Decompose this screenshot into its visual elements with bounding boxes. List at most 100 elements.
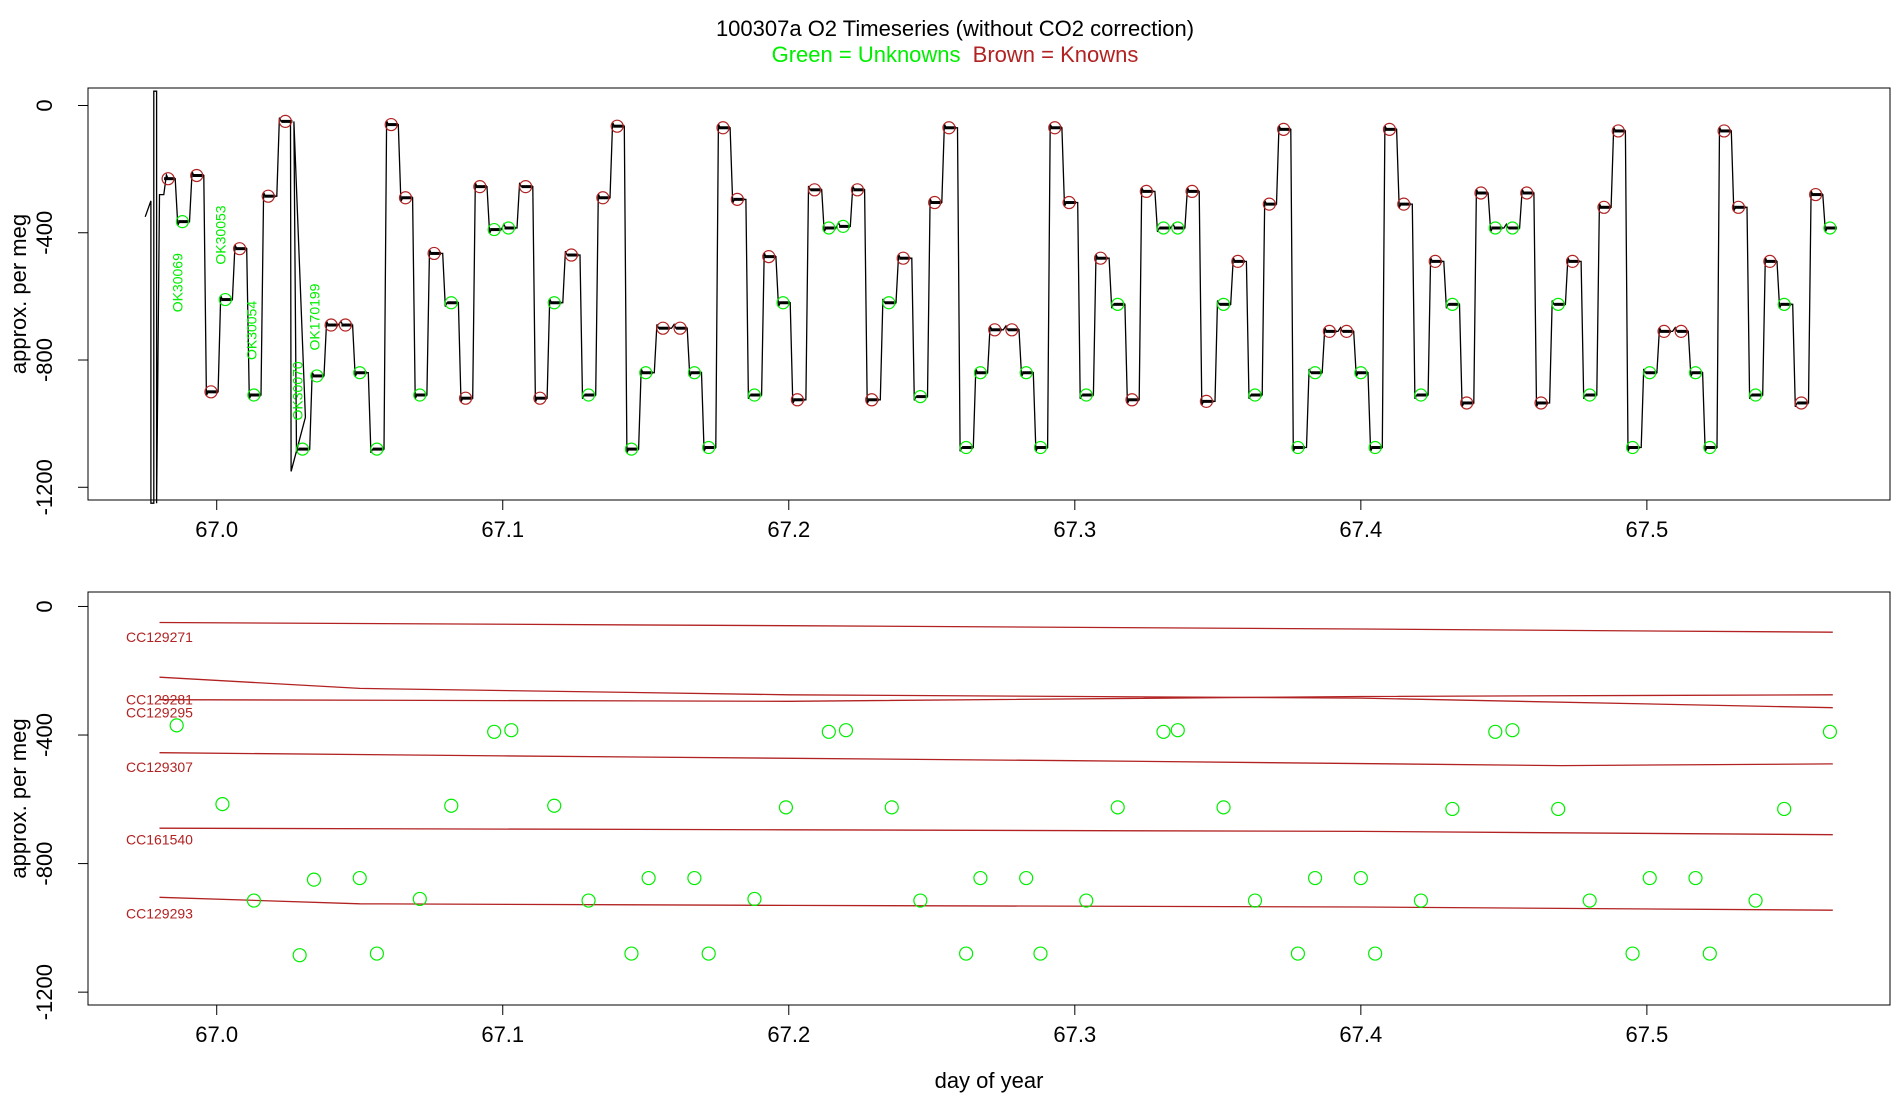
unknown-point	[581, 893, 596, 908]
unknown-point	[501, 221, 516, 235]
bottom-panel-scatter: 67.0 67.1 67.2 67.3 67.4 67.5 0 -400 -800 -1200 ap…	[6, 591, 1891, 1093]
unknown-point	[1582, 893, 1597, 908]
known-point	[1199, 394, 1213, 408]
unknown-point	[1170, 723, 1185, 738]
x-tick-label: 67.2	[767, 1022, 810, 1047]
unknown-point	[1353, 870, 1368, 886]
unknown-point	[1583, 388, 1597, 402]
unknown-point	[1019, 870, 1034, 886]
unknown-point	[1445, 801, 1460, 817]
known-series-line	[159, 694, 1833, 702]
x-tick-label: 67.1	[481, 517, 524, 542]
known-point	[1397, 197, 1411, 211]
known-point	[1322, 324, 1336, 338]
unknown-point	[1291, 440, 1305, 455]
known-point	[1657, 324, 1671, 338]
y-axis-label: approx. per meg	[6, 214, 31, 374]
known-series-line	[159, 752, 1833, 767]
unknown-point	[913, 893, 928, 908]
x-tick-label: 67.0	[195, 1022, 238, 1047]
unknown-point	[1110, 800, 1125, 815]
unknown-point	[1823, 221, 1837, 235]
known-point	[1809, 187, 1823, 202]
chart-title: 100307a O2 Timeseries (without CO2 corre…	[716, 16, 1194, 41]
known-point	[1474, 186, 1488, 200]
unknown-point	[624, 442, 639, 456]
known-point	[1125, 393, 1139, 407]
known-point	[458, 391, 473, 405]
unknown-point	[369, 946, 384, 961]
unknown-point	[504, 723, 519, 738]
unknown-point	[215, 797, 230, 812]
unknown-point	[175, 215, 189, 229]
unknown-point	[1551, 801, 1566, 817]
x-tick-label: 67.5	[1625, 1022, 1668, 1047]
x-tick-label: 67.5	[1625, 517, 1668, 542]
known-series-line	[159, 621, 1833, 633]
known-point	[673, 321, 687, 335]
unknown-point	[1079, 893, 1094, 908]
unknown-point	[246, 893, 261, 908]
unknown-point	[352, 870, 367, 886]
unknown-point	[701, 946, 716, 961]
unknown-point	[412, 891, 427, 907]
unknown-point	[1702, 946, 1717, 961]
known-point	[338, 318, 353, 332]
unknown-point	[1488, 724, 1503, 739]
known-point	[988, 323, 1002, 337]
known-point	[596, 191, 610, 205]
known-point	[896, 251, 910, 265]
x-tick-label: 67.2	[767, 517, 810, 542]
known-point	[865, 393, 879, 407]
unknown-point	[1171, 221, 1185, 235]
unknown-point	[1033, 946, 1048, 961]
unknown-point	[1445, 297, 1459, 311]
x-tick-label: 67.4	[1339, 1022, 1382, 1047]
known-point	[1048, 121, 1062, 135]
unknown-annotation: OK30053	[212, 205, 228, 264]
x-tick-label: 67.0	[195, 517, 238, 542]
top-panel-timeseries: 67.0 67.1 67.2 67.3 67.4 67.5 0 -400 -800 -1200 ap…	[6, 87, 1891, 542]
unknown-point	[1488, 221, 1502, 235]
unknown-point	[1643, 366, 1657, 380]
unknown-point	[882, 296, 896, 310]
plot-frame	[87, 87, 1891, 501]
unknown-point	[1413, 893, 1429, 908]
known-point	[1674, 324, 1688, 338]
unknown-point	[1216, 800, 1231, 815]
known-series-label: CC129295	[126, 705, 193, 721]
known-point	[716, 121, 730, 135]
unknown-point	[1290, 946, 1306, 961]
unknown-point	[353, 366, 367, 380]
known-point	[1534, 396, 1548, 410]
unknown-point	[444, 798, 459, 813]
known-series-label: CC161540	[126, 831, 193, 847]
known-point	[190, 168, 204, 183]
unknown-point	[778, 800, 794, 815]
unknown-point	[218, 292, 232, 307]
legend-unknowns: Green = Unknowns	[772, 42, 961, 67]
known-point	[1565, 254, 1580, 268]
known-point	[850, 183, 865, 197]
unknown-point	[487, 222, 501, 237]
unknown-point	[1642, 870, 1657, 886]
unknown-point	[1307, 870, 1323, 886]
unknown-point	[306, 872, 322, 887]
y-tick-label: 0	[32, 600, 57, 612]
known-point	[1717, 124, 1731, 138]
unknown-point	[487, 724, 502, 739]
unknown-point	[547, 798, 562, 813]
unknown-point	[547, 296, 561, 310]
known-point	[1262, 197, 1276, 211]
unknown-point	[1551, 297, 1565, 311]
known-point	[473, 180, 487, 194]
unknown-point	[959, 946, 974, 961]
x-tick-label: 67.3	[1053, 1022, 1096, 1047]
y-tick-label: 0	[32, 99, 57, 111]
known-point	[232, 242, 247, 256]
unknown-point	[1033, 440, 1048, 455]
unknown-point	[973, 870, 988, 886]
unknown-point	[1414, 388, 1428, 402]
unknown-point	[821, 724, 836, 739]
